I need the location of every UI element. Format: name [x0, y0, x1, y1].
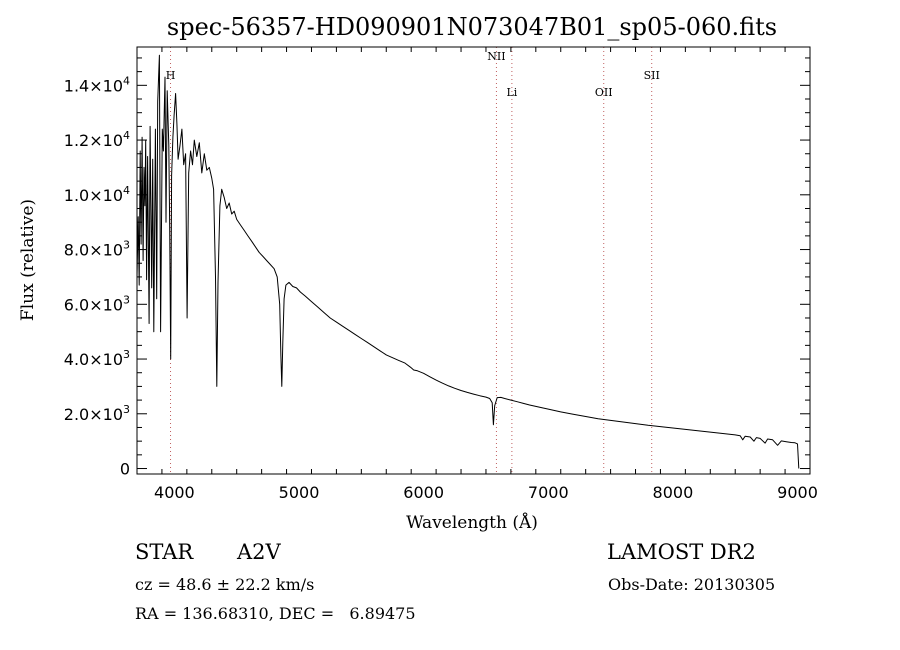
- chart-title: spec-56357-HD090901N073047B01_sp05-060.f…: [167, 13, 777, 41]
- y-tick-label: 4.0×103: [64, 348, 130, 369]
- x-axis-ticks: 4000 5000 6000 7000 8000 9000: [154, 47, 818, 502]
- y-axis-ticks: 0 2.0×103 4.0×103 6.0×103 8.0×103 1.0×104 1.2×…: [64, 57, 810, 479]
- x-tick-label: 4000: [154, 483, 195, 502]
- velocity-text: cz = 48.6 ± 22.2 km/s: [135, 575, 315, 594]
- marker-label-h: H: [166, 69, 176, 82]
- y-tick-label: 8.0×103: [64, 239, 130, 260]
- spectrum-line: [136, 54, 800, 469]
- survey-name: LAMOST DR2: [607, 540, 756, 564]
- x-tick-label: 9000: [777, 483, 818, 502]
- x-tick-label: 7000: [528, 483, 569, 502]
- y-tick-label: 1.0×104: [64, 184, 130, 205]
- x-axis-label: Wavelength (Å): [406, 512, 538, 533]
- y-tick-label: 1.2×104: [64, 129, 130, 150]
- y-tick-label: 6.0×103: [64, 293, 130, 314]
- x-tick-label: 8000: [653, 483, 694, 502]
- marker-label-li: Li: [506, 86, 517, 99]
- emission-line-markers: H NII Li OII SII: [166, 47, 660, 474]
- y-tick-label: 2.0×103: [64, 403, 130, 424]
- spectral-class: A2V: [237, 540, 281, 564]
- x-tick-label: 5000: [279, 483, 320, 502]
- plot-frame: [136, 46, 811, 475]
- y-tick-label: 1.4×104: [64, 74, 130, 95]
- marker-label-nii: NII: [487, 50, 505, 63]
- y-axis-label: Flux (relative): [18, 199, 38, 321]
- y-tick-label: 0: [120, 460, 130, 479]
- coordinates-text: RA = 136.68310, DEC = 6.89475: [135, 604, 416, 623]
- object-type: STAR: [135, 540, 194, 564]
- marker-label-sii: SII: [644, 69, 660, 82]
- obs-date: Obs-Date: 20130305: [608, 575, 776, 594]
- marker-label-oii: OII: [595, 86, 613, 99]
- spectrum-series: [136, 54, 800, 469]
- x-tick-label: 6000: [403, 483, 444, 502]
